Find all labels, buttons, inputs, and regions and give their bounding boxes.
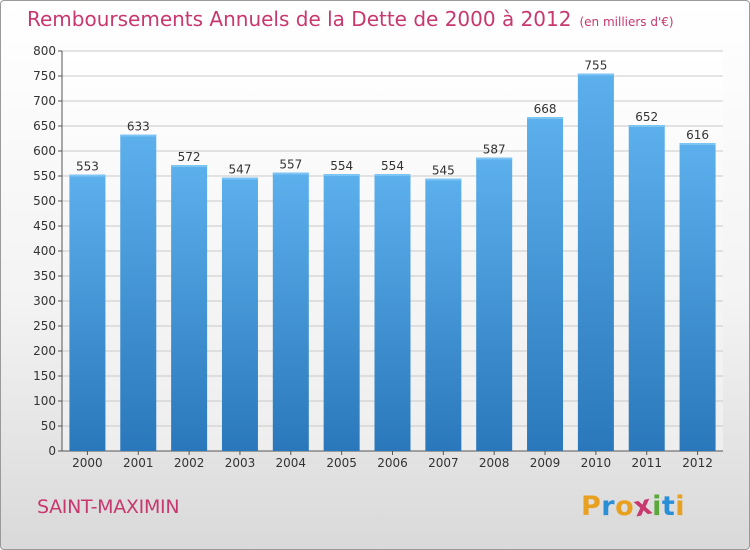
bar: [171, 165, 208, 451]
data-label: 652: [635, 110, 658, 124]
x-tick-label: 2009: [530, 456, 561, 470]
bar-highlight: [476, 157, 513, 160]
bar: [323, 174, 360, 451]
logo-letter: i: [652, 491, 662, 522]
y-tick-label: 450: [33, 219, 56, 233]
logo-letter: o: [615, 491, 635, 522]
data-label: 553: [76, 160, 99, 174]
bar-highlight: [577, 73, 614, 76]
bar-highlight: [171, 165, 208, 167]
bar: [679, 143, 716, 451]
y-tick-label: 550: [33, 169, 56, 183]
x-tick-label: 2002: [174, 456, 205, 470]
logo-letter: P: [581, 491, 602, 522]
y-tick-label: 50: [41, 419, 56, 433]
y-tick-label: 400: [33, 244, 56, 258]
y-tick-label: 350: [33, 269, 56, 283]
x-tick-label: 2005: [326, 456, 357, 470]
bar-highlight: [120, 134, 157, 137]
bar-highlight: [69, 174, 106, 177]
y-tick-label: 800: [33, 44, 56, 58]
data-label: 616: [686, 128, 709, 142]
y-tick-label: 600: [33, 144, 56, 158]
data-label: 554: [381, 159, 404, 173]
data-label: 572: [178, 150, 201, 164]
x-tick-label: 2012: [682, 456, 713, 470]
y-tick-label: 250: [33, 319, 56, 333]
y-tick-label: 150: [33, 369, 56, 383]
bar: [69, 174, 106, 451]
logo-letter: t: [661, 491, 676, 522]
y-tick-label: 0: [48, 444, 56, 458]
bar: [527, 117, 564, 451]
y-tick-label: 200: [33, 344, 56, 358]
y-tick-label: 500: [33, 194, 56, 208]
data-label: 545: [432, 164, 455, 178]
bar: [425, 178, 462, 451]
data-label: 633: [127, 120, 150, 134]
bar-highlight: [272, 172, 309, 175]
data-label: 668: [534, 102, 557, 116]
x-tick-label: 2010: [581, 456, 612, 470]
chart-title-text: Remboursements Annuels de la Dette de 20…: [27, 7, 572, 31]
bar-highlight: [425, 178, 462, 181]
data-label: 554: [330, 159, 353, 173]
x-tick-label: 2000: [72, 456, 103, 470]
y-tick-label: 750: [33, 69, 56, 83]
bar-highlight: [679, 143, 716, 145]
x-tick-label: 2006: [377, 456, 408, 470]
bar-highlight: [374, 174, 411, 176]
bar-highlight: [628, 125, 665, 127]
x-tick-label: 2001: [123, 456, 154, 470]
commune-name: SAINT-MAXIMIN: [37, 496, 180, 518]
x-tick-label: 2003: [225, 456, 256, 470]
data-label: 547: [229, 163, 252, 177]
y-tick-label: 650: [33, 119, 56, 133]
logo-letter: r: [601, 491, 616, 522]
logo-letter: i: [675, 491, 686, 522]
bar-highlight: [221, 177, 258, 180]
x-tick-label: 2008: [479, 456, 510, 470]
data-label: 557: [279, 158, 302, 172]
bar-highlight: [527, 117, 564, 119]
bar: [374, 174, 411, 451]
x-tick-label: 2007: [428, 456, 459, 470]
bar: [272, 172, 309, 451]
data-label: 755: [584, 59, 607, 73]
bar-highlight: [323, 174, 360, 176]
bar: [476, 157, 513, 451]
y-tick-label: 700: [33, 94, 56, 108]
x-tick-label: 2004: [276, 456, 307, 470]
x-tick-label: 2011: [631, 456, 662, 470]
bar: [120, 134, 157, 451]
data-label: 587: [483, 143, 506, 157]
unit-note: (en milliers d'€): [579, 15, 674, 29]
bar: [577, 73, 614, 451]
chart-title: Remboursements Annuels de la Dette de 20…: [27, 7, 674, 31]
bar: [221, 177, 258, 451]
y-tick-label: 300: [33, 294, 56, 308]
y-tick-label: 100: [33, 394, 56, 408]
proxiti-logo: Proxiti: [581, 489, 686, 523]
bar: [628, 125, 665, 451]
